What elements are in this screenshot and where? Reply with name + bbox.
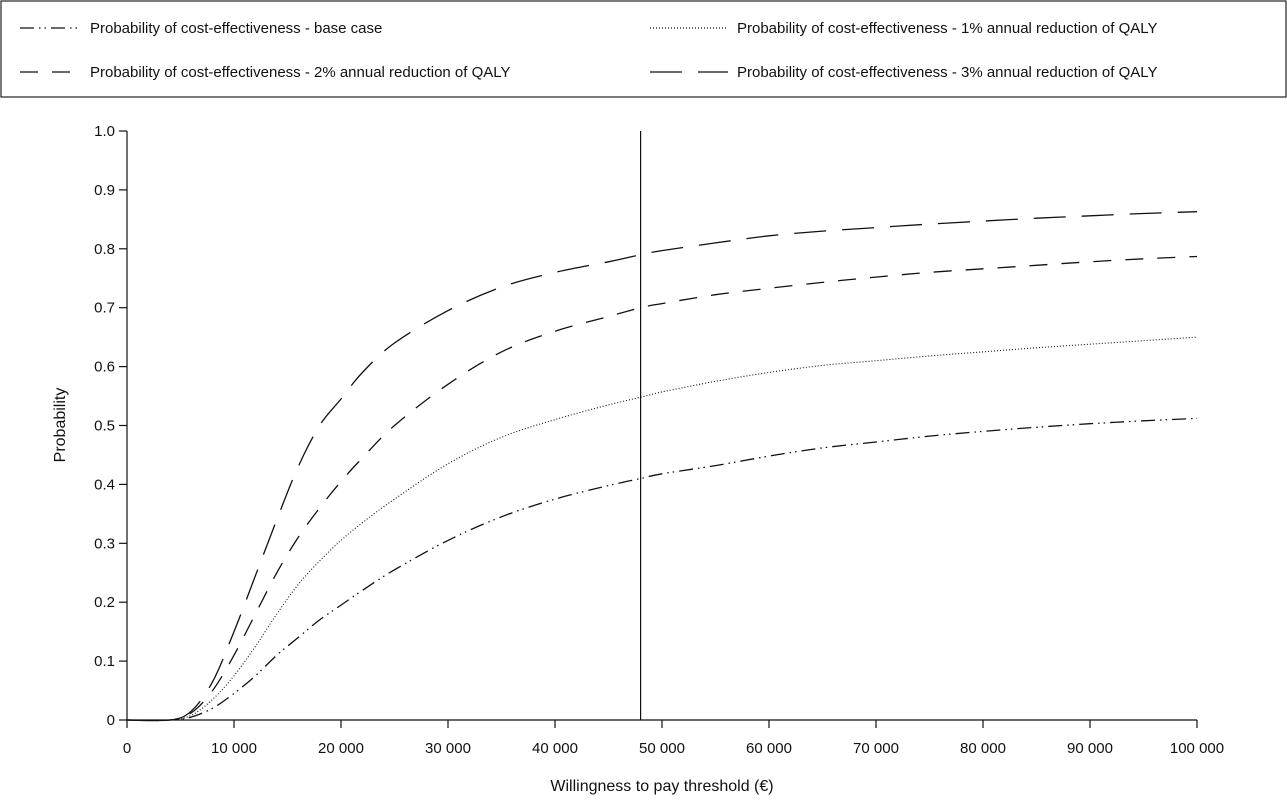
- y-tick-label: 1.0: [94, 123, 115, 140]
- x-tick-label: 70 000: [853, 740, 899, 757]
- y-tick-label: 0.5: [94, 418, 115, 435]
- series-line-1: [126, 336, 1198, 721]
- y-tick-label: 0.9: [94, 182, 115, 199]
- y-tick-label: 0.7: [94, 300, 115, 317]
- series-line-0: [126, 417, 1198, 721]
- y-tick-label: 0.6: [94, 359, 115, 376]
- x-tick-label: 80 000: [960, 740, 1006, 757]
- y-axis-title: Probability: [52, 388, 69, 463]
- x-tick-label: 100 000: [1170, 740, 1224, 757]
- y-tick-label: 0.2: [94, 594, 115, 611]
- x-tick-label: 50 000: [639, 740, 685, 757]
- x-axis-ticks: 0 10 000 20 000 30 000 40 000 50 000 60 000 70 …: [123, 720, 1224, 757]
- legend-frame: [0, 0, 1287, 98]
- legend-label-1pct: Probability of cost-effectiveness - 1% a…: [737, 20, 1158, 37]
- y-tick-label: 0.1: [94, 653, 115, 670]
- legend-label-base-case: Probability of cost-effectiveness - base…: [90, 20, 382, 37]
- legend-label-3pct: Probability of cost-effectiveness - 3% a…: [737, 64, 1158, 81]
- series-lines: [126, 211, 1198, 722]
- x-tick-label: 10 000: [211, 740, 257, 757]
- x-tick-label: 0: [123, 740, 131, 757]
- y-tick-label: 0.8: [94, 241, 115, 258]
- series-line-3: [126, 211, 1198, 722]
- y-tick-label: 0: [107, 712, 115, 729]
- x-tick-label: 20 000: [318, 740, 364, 757]
- y-tick-label: 0.4: [94, 476, 115, 493]
- x-tick-label: 90 000: [1067, 740, 1113, 757]
- x-tick-label: 40 000: [532, 740, 578, 757]
- legend-label-2pct: Probability of cost-effectiveness - 2% a…: [90, 64, 511, 81]
- series-line-2: [126, 255, 1198, 722]
- axes: [126, 131, 1197, 721]
- legend: Probability of cost-effectiveness - base…: [0, 0, 1287, 98]
- y-tick-label: 0.3: [94, 535, 115, 552]
- y-axis-ticks: 0 0.1 0.2 0.3 0.4 0.5 0.6 0.7 0.8 0.9 1.0: [94, 123, 127, 729]
- x-tick-label: 60 000: [746, 740, 792, 757]
- x-axis-title: Willingness to pay threshold (€): [550, 778, 773, 795]
- x-tick-label: 30 000: [425, 740, 471, 757]
